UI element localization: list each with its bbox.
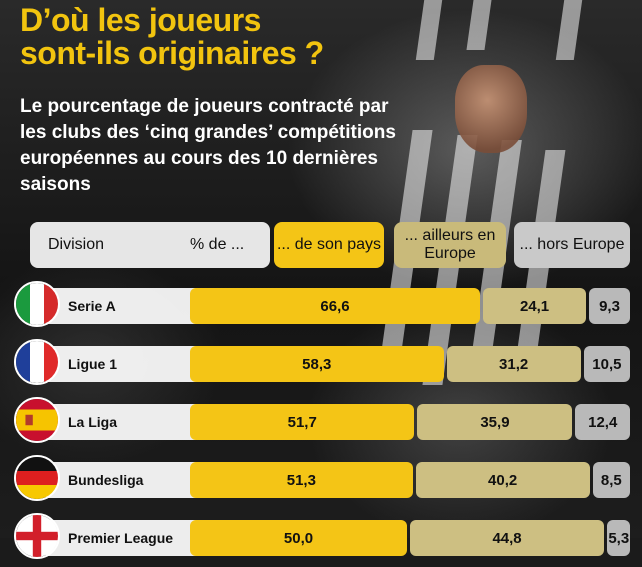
- table-row: Premier League 50,0 44,8 5,3: [0, 509, 642, 567]
- bar-europe: 31,2: [446, 346, 581, 382]
- bar-home: 66,6: [190, 288, 481, 324]
- germany-flag-icon: [14, 455, 60, 501]
- header-percent-label: % de ...: [190, 236, 245, 253]
- bar-outside: 8,5: [592, 462, 630, 498]
- chart-subtitle: Le pourcentage de joueurs contracté par …: [20, 96, 396, 195]
- row-label-background: [46, 288, 196, 324]
- data-label: 12,4: [588, 413, 618, 431]
- bar-outside: 5,3: [607, 520, 631, 556]
- row-label-background: [46, 346, 196, 382]
- category-label: Ligue 1: [68, 356, 118, 372]
- bar-home: 51,7: [190, 404, 415, 440]
- category-label: Premier League: [68, 530, 174, 546]
- data-label: 51,7: [287, 413, 317, 431]
- category-label: Bundesliga: [68, 472, 144, 488]
- england-flag-icon: [14, 513, 60, 559]
- bar-home: 51,3: [190, 462, 413, 498]
- bar-europe: 35,9: [417, 404, 573, 440]
- data-label: 58,3: [302, 355, 332, 373]
- data-label: 44,8: [492, 529, 522, 547]
- bar-home: 50,0: [190, 520, 407, 556]
- data-label: 66,6: [320, 297, 350, 315]
- category-label: La Liga: [68, 414, 118, 430]
- data-label: 50,0: [283, 529, 314, 547]
- category-label: Serie A: [68, 298, 116, 314]
- bar-europe: 24,1: [483, 288, 587, 324]
- background-photo: [0, 0, 642, 538]
- table-row: La Liga 51,7 35,9 12,4: [0, 393, 642, 451]
- header-elsewhere-europe: ... ailleurs en Europe: [394, 222, 506, 268]
- data-label: 51,3: [286, 471, 316, 489]
- table-row: Bundesliga 51,3 40,2 8,5: [0, 451, 642, 509]
- header-division: Division % de ...: [30, 222, 270, 268]
- chart-title: D’où les joueurs sont-ils originaires ?: [20, 2, 324, 71]
- data-label: 24,1: [519, 297, 550, 315]
- data-label: 9,3: [599, 297, 620, 315]
- data-label: 40,2: [488, 471, 518, 489]
- header-division-label: Division: [48, 236, 105, 253]
- bar-outside: 9,3: [589, 288, 630, 324]
- spain-flag-icon: [14, 397, 60, 443]
- table-row: Ligue 1 58,3 31,2 10,5: [0, 335, 642, 393]
- italy-flag-icon: [14, 281, 60, 327]
- row-label-background: [46, 462, 196, 498]
- data-label: 10,5: [592, 355, 622, 373]
- data-label: 8,5: [600, 471, 622, 489]
- row-label-background: [46, 404, 196, 440]
- bar-europe: 44,8: [410, 520, 605, 556]
- table-row: Serie A 66,6 24,1 9,3: [0, 277, 642, 335]
- header-home-country: ... de son pays: [274, 222, 384, 268]
- bar-europe: 40,2: [415, 462, 590, 498]
- france-flag-icon: [14, 339, 60, 385]
- data-label: 5,3: [608, 529, 630, 547]
- header-outside-europe: ... hors Europe: [514, 222, 630, 268]
- bar-outside: 12,4: [575, 404, 630, 440]
- data-label: 35,9: [480, 413, 510, 431]
- bar-home: 58,3: [190, 346, 444, 382]
- data-label: 31,2: [499, 355, 529, 373]
- bar-outside: 10,5: [583, 346, 630, 382]
